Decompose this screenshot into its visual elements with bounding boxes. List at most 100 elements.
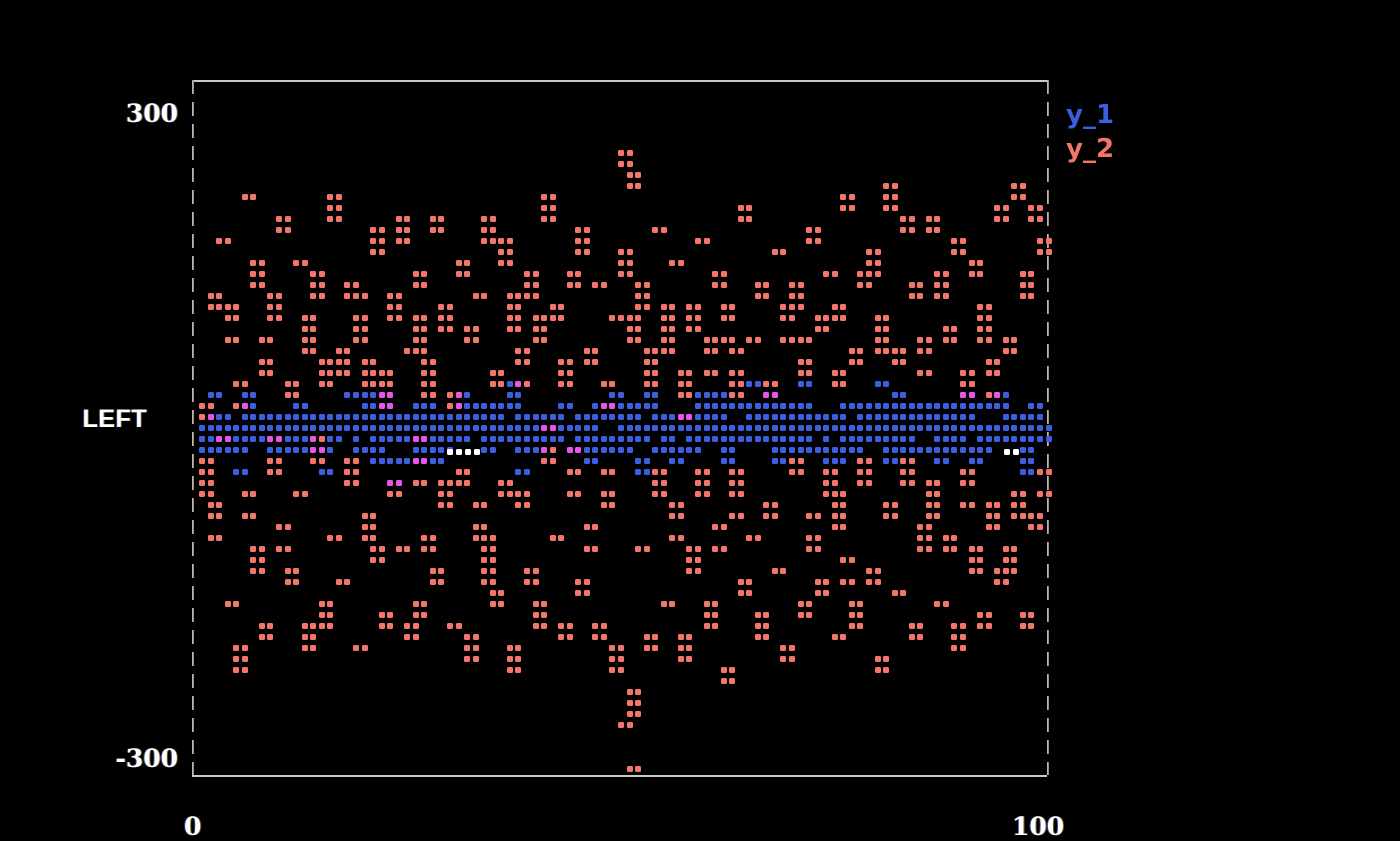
scatter-dot [840, 414, 847, 420]
scatter-dot [293, 260, 300, 266]
scatter-dot [652, 480, 659, 486]
scatter-dot [310, 645, 317, 651]
scatter-dot [566, 447, 573, 453]
scatter-dot [600, 381, 607, 387]
scatter-dot [216, 513, 223, 519]
scatter-dot [951, 337, 958, 343]
scatter-dot [378, 623, 385, 629]
scatter-dot [421, 546, 428, 552]
scatter-dot [267, 458, 274, 464]
scatter-dot [737, 436, 744, 442]
scatter-dot [361, 414, 368, 420]
scatter-dot [515, 348, 522, 354]
scatter-dot [900, 480, 907, 486]
scatter-dot [934, 491, 941, 497]
scatter-dot [387, 392, 394, 398]
scatter-dot [370, 546, 376, 552]
scatter-dot [618, 656, 624, 662]
scatter-dot [301, 348, 308, 354]
scatter-dot [335, 216, 342, 222]
scatter-dot [498, 381, 505, 387]
scatter-dot [686, 557, 693, 563]
scatter-dot [840, 403, 847, 409]
scatter-dot [720, 678, 727, 684]
scatter-dot [797, 447, 804, 453]
scatter-dot [883, 183, 889, 189]
scatter-dot [404, 458, 411, 464]
scatter-dot [669, 260, 676, 266]
scatter-dot [626, 414, 633, 420]
scatter-dot [335, 370, 342, 376]
scatter-dot [960, 381, 966, 387]
scatter-dot [626, 711, 633, 717]
scatter-dot [267, 414, 274, 420]
scatter-dot [925, 337, 932, 343]
legend-item-y2[interactable]: y_2 [1066, 134, 1115, 164]
scatter-dot [797, 403, 804, 409]
scatter-dot [472, 337, 479, 343]
scatter-dot [489, 535, 496, 541]
scatter-dot [301, 623, 308, 629]
scatter-dot [883, 436, 889, 442]
scatter-dot [1011, 568, 1018, 574]
legend-item-y1[interactable]: y_1 [1066, 100, 1115, 130]
scatter-dot [455, 403, 462, 409]
scatter-dot [464, 271, 471, 277]
scatter-dot [412, 623, 419, 629]
scatter-dot [1019, 623, 1026, 629]
scatter-dot [318, 414, 325, 420]
scatter-dot [241, 403, 248, 409]
scatter-dot [387, 458, 394, 464]
scatter-dot [1002, 568, 1009, 574]
scatter-dot [823, 326, 830, 332]
scatter-dot [934, 227, 941, 233]
scatter-dot [532, 612, 539, 618]
scatter-dot [523, 568, 530, 574]
scatter-dot [549, 535, 556, 541]
scatter-dot [609, 491, 616, 497]
scatter-dot [669, 513, 676, 519]
scatter-dot [917, 634, 924, 640]
scatter-dot [865, 469, 872, 475]
scatter-dot [754, 623, 761, 629]
scatter-dot [763, 425, 770, 431]
scatter-dot [797, 601, 804, 607]
scatter-dot [635, 183, 641, 189]
scatter-dot [498, 436, 505, 442]
scatter-dot [865, 403, 872, 409]
scatter-dot [994, 359, 1001, 365]
scatter-dot [275, 458, 282, 464]
scatter-dot [318, 271, 325, 277]
scatter-dot [575, 282, 582, 288]
scatter-dot [378, 458, 385, 464]
scatter-dot [823, 414, 830, 420]
scatter-dot [994, 579, 1001, 585]
scatter-dot [506, 249, 513, 255]
scatter-dot [344, 282, 351, 288]
scatter-dot [746, 535, 753, 541]
scatter-dot [771, 403, 778, 409]
scatter-dot [994, 216, 1001, 222]
scatter-dot [472, 634, 479, 640]
scatter-dot [934, 513, 941, 519]
scatter-dot [592, 282, 599, 288]
scatter-dot [686, 326, 693, 332]
scatter-dot [566, 623, 573, 629]
scatter-dot [635, 766, 641, 772]
scatter-dot [1002, 414, 1009, 420]
scatter-dot [609, 469, 616, 475]
scatter-dot [806, 601, 813, 607]
scatter-dot [840, 425, 847, 431]
scatter-dot [994, 392, 1001, 398]
scatter-dot [241, 469, 248, 475]
scatter-dot [532, 425, 539, 431]
scatter-dot [917, 282, 924, 288]
scatter-dot [942, 337, 949, 343]
scatter-dot [720, 315, 727, 321]
scatter-dot [729, 315, 736, 321]
scatter-dot [1011, 502, 1018, 508]
scatter-dot [917, 524, 924, 530]
scatter-dot [754, 436, 761, 442]
scatter-dot [523, 381, 530, 387]
scatter-dot [258, 557, 265, 563]
